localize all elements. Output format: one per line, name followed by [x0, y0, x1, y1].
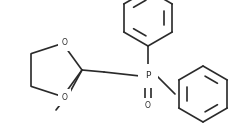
Text: O: O [62, 38, 68, 47]
Text: P: P [145, 72, 151, 81]
Text: O: O [62, 93, 68, 102]
Text: O: O [145, 102, 151, 110]
